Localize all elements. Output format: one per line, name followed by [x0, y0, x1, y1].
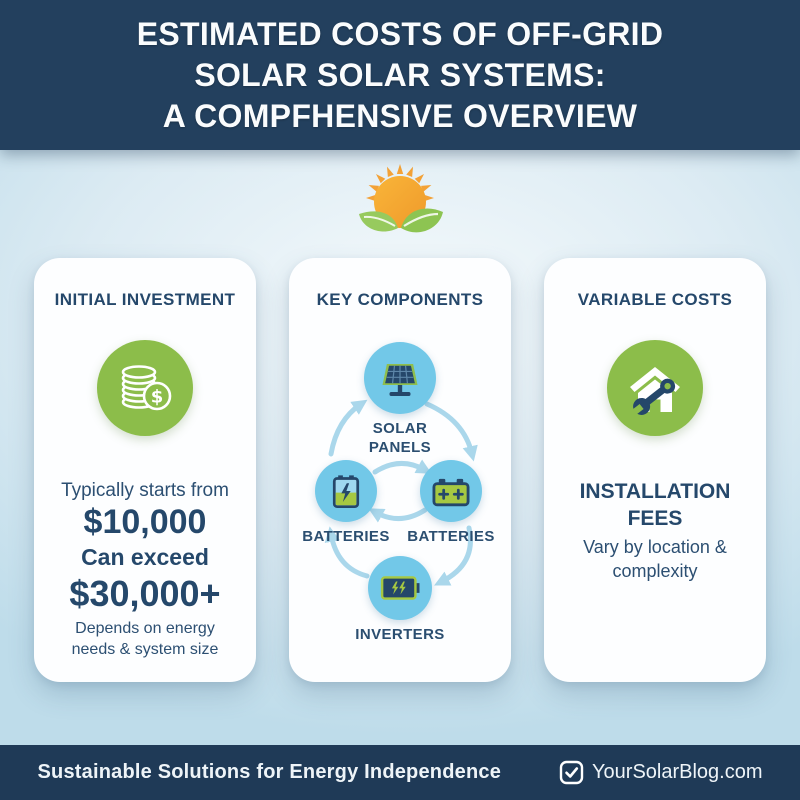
- title-line-1: ESTIMATED COSTS OF OFF-GRID: [136, 15, 664, 52]
- footer-bar: Sustainable Solutions for Energy Indepen…: [0, 745, 800, 800]
- investment-amount-low: $10,000: [83, 503, 207, 541]
- coins-dollar-icon: $: [97, 340, 193, 436]
- card-initial-investment: INITIAL INVESTMENT $: [34, 258, 256, 682]
- checkbox-check-icon: [559, 760, 584, 785]
- node-solar-panels: SOLAR PANELS: [345, 342, 455, 457]
- card-title-variable-costs: VARIABLE COSTS: [577, 290, 733, 309]
- solar-panels-label-line1: SOLAR: [372, 420, 428, 437]
- investment-note-line-2: needs & system size: [71, 641, 219, 658]
- solar-panel-icon: [364, 342, 436, 414]
- node-batteries-right: BATTERIES: [396, 460, 506, 546]
- car-battery-icon: [420, 460, 482, 522]
- footer-brand-text: YourSolarBlog.com: [592, 761, 763, 783]
- solar-panels-label-line2: PANELS: [368, 439, 432, 456]
- card-title-key-components: KEY COMPONENTS: [316, 290, 484, 309]
- card-key-components: KEY COMPONENTS: [289, 258, 511, 682]
- header-banner: ESTIMATED COSTS OF OFF-GRID SOLAR SOLAR …: [0, 0, 800, 150]
- node-label-inverters: INVERTERS: [355, 626, 445, 643]
- node-inverters: INVERTERS: [345, 556, 455, 644]
- node-batteries-left: BATTERIES: [291, 460, 401, 546]
- page-title: ESTIMATED COSTS OF OFF-GRID SOLAR SOLAR …: [137, 14, 664, 137]
- node-label-batteries-left: BATTERIES: [302, 528, 390, 545]
- investment-intro-text: Typically starts from: [61, 480, 229, 501]
- title-line-2: SOLAR SOLAR SYSTEMS:: [194, 56, 606, 93]
- installation-fees-detail: Vary by location & complexity: [544, 535, 766, 583]
- svg-text:$: $: [151, 387, 164, 408]
- investment-note-line-1: Depends on energy: [75, 620, 215, 637]
- installation-fees-line2: FEES: [627, 507, 683, 530]
- sun-leaves-icon: [345, 162, 455, 246]
- installation-fees-heading: INSTALLATION FEES: [544, 478, 766, 532]
- card-title-initial-investment: INITIAL INVESTMENT: [54, 290, 236, 309]
- installation-fees-line1: INSTALLATION: [579, 480, 731, 503]
- card-variable-costs: VARIABLE COSTS: [544, 258, 766, 682]
- fees-detail-line2: complexity: [612, 561, 698, 581]
- battery-cell-icon: [315, 460, 377, 522]
- investment-exceed-label: Can exceed: [81, 544, 209, 570]
- node-label-solar-panels: SOLAR PANELS: [369, 419, 431, 457]
- investment-amount-high: $30,000+: [69, 573, 221, 614]
- investment-note: Depends on energy needs & system size: [34, 618, 256, 660]
- footer-tagline: Sustainable Solutions for Energy Indepen…: [37, 761, 502, 783]
- node-label-batteries-right: BATTERIES: [407, 528, 495, 545]
- fees-detail-line1: Vary by location &: [583, 537, 727, 557]
- main-content: INITIAL INVESTMENT $: [0, 150, 800, 745]
- cards-row: INITIAL INVESTMENT $: [0, 258, 800, 682]
- inverter-icon: [368, 556, 432, 620]
- title-line-3: A COMPFHENSIVE OVERVIEW: [162, 97, 638, 134]
- house-wrench-icon: [607, 340, 703, 436]
- footer-brand: YourSolarBlog.com: [559, 760, 763, 785]
